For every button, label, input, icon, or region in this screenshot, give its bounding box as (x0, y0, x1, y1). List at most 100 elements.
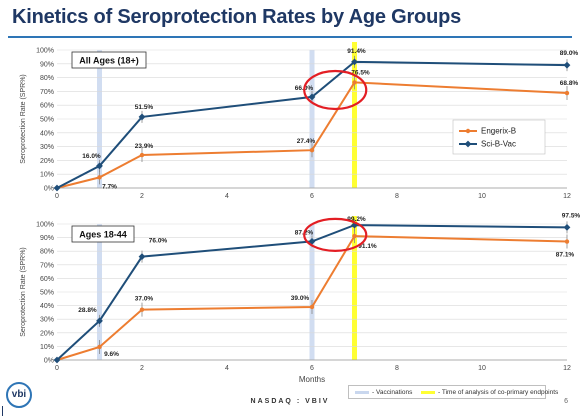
bottom-scibvac-line (56, 224, 568, 361)
top-panel-title-box (71, 51, 147, 69)
bottom-engerix-point-2 (139, 307, 145, 312)
bottom-ytick-label-5: 50% (40, 290, 54, 297)
top-ytick-label-5: 50% (40, 117, 54, 124)
bottom-xtick-label-6: 12 (563, 365, 571, 372)
top-scibvac-line (56, 60, 568, 189)
top-engerix-point-4 (352, 80, 357, 85)
bottom-panel-title-box (71, 225, 135, 243)
bottom-scibvac-data-label-2: 76.0% (149, 238, 168, 245)
bottom-endpoint-band (352, 216, 357, 360)
bottom-ytick-label-8: 80% (40, 249, 54, 256)
bottom-scibvac-data-label-5: 97.5% (562, 212, 580, 219)
vaccinations-label: - Vaccinations (372, 389, 413, 396)
bottom-xtick-label-4: 8 (395, 365, 399, 372)
top-engerix-data-label-3: 27.4% (297, 138, 316, 145)
bottom-legend: - Vaccinations - Time of analysis of co-… (348, 385, 558, 399)
top-scibvac-data-label-5: 89.0% (560, 50, 579, 57)
left-edge-mark (2, 406, 3, 416)
top-y-axis-label: Seroprotection Rate (SPR%) (20, 74, 27, 163)
bottom-engerix-point-5 (564, 239, 570, 244)
bottom-engerix-point-4 (352, 233, 357, 239)
bottom-xtick-label-5: 10 (478, 365, 486, 372)
bottom-engerix-line (56, 235, 568, 361)
bottom-engerix-data-label-5: 87.1% (556, 252, 575, 259)
footer-ticker: NASDAQ : VBIV (250, 398, 330, 405)
page-number: 6 (564, 398, 568, 405)
bottom-engerix-data-label-3: 39.0% (291, 295, 310, 302)
page-title: Kinetics of Seroprotection Rates by Age … (12, 6, 462, 28)
top-scibvac-point-0 (53, 184, 61, 192)
top-scibvac-data-label-1: 16.0% (82, 153, 101, 160)
bottom-engerix-data-label-4: 91.1% (358, 243, 377, 250)
top-panel-title: All Ages (18+) (79, 56, 138, 66)
title-underline (8, 36, 572, 38)
top-ytick-label-4: 40% (40, 130, 54, 137)
bottom-scibvac-point-0 (53, 356, 61, 364)
bottom-ytick-label-10: 100% (36, 222, 54, 229)
top-endpoint-band (352, 42, 357, 188)
top-legend-box (452, 119, 546, 155)
legend-engerix-marker (465, 128, 471, 134)
top-engerix-point-2 (139, 152, 145, 158)
top-engerix-data-label-4: 76.5% (351, 69, 370, 76)
bottom-ytick-label-7: 70% (40, 262, 54, 269)
bottom-panel-title: Ages 18-44 (79, 230, 127, 240)
top-xtick-label-6: 12 (563, 193, 571, 200)
bottom-engerix-data-label-2: 37.0% (135, 296, 154, 303)
bottom-ytick-label-9: 90% (40, 235, 54, 242)
bottom-xtick-label-2: 4 (225, 365, 229, 372)
bottom-ytick-label-6: 60% (40, 276, 54, 283)
top-ytick-label-7: 70% (40, 89, 54, 96)
top-highlight-ellipse (303, 69, 368, 111)
bottom-ytick-label-4: 40% (40, 303, 54, 310)
top-scibvac-point-5 (563, 61, 571, 69)
legend-scibvac-marker (464, 140, 472, 148)
bottom-scibvac-point-1 (96, 317, 103, 325)
bottom-xtick-label-1: 2 (140, 365, 144, 372)
top-ytick-label-1: 10% (40, 172, 54, 179)
top-xtick-label-4: 8 (395, 193, 399, 200)
bottom-engerix-point-1 (97, 344, 102, 350)
top-engerix-point-1 (97, 175, 102, 180)
top-scibvac-point-2 (138, 113, 146, 121)
top-xtick-label-0: 0 (55, 193, 59, 200)
top-ytick-label-0: 0% (44, 186, 54, 193)
vaccinations-swatch (355, 391, 369, 394)
bottom-scibvac-point-2 (138, 253, 146, 261)
bottom-ytick-label-1: 10% (40, 344, 54, 351)
top-ytick-label-10: 100% (36, 48, 54, 55)
top-xtick-label-2: 4 (225, 193, 229, 200)
top-xtick-label-5: 10 (478, 193, 486, 200)
top-engerix-line (56, 81, 568, 189)
bottom-engerix-point-3 (309, 304, 315, 310)
top-xtick-label-3: 6 (310, 193, 314, 200)
bottom-highlight-ellipse (303, 217, 368, 252)
bottom-ytick-label-0: 0% (44, 358, 54, 365)
top-engerix-data-label-2: 23.9% (135, 143, 154, 150)
bottom-ytick-label-2: 20% (40, 330, 54, 337)
top-ytick-label-9: 90% (40, 61, 54, 68)
top-engerix-data-label-1: 7.7% (102, 183, 117, 190)
bottom-ytick-label-3: 30% (40, 317, 54, 324)
bottom-scibvac-point-5 (563, 224, 571, 231)
legend-label-1: Sci-B-Vac (481, 140, 516, 149)
bottom-engerix-data-label-1: 9.6% (104, 351, 119, 358)
company-logo: vbi (6, 382, 32, 408)
top-ytick-label-3: 30% (40, 144, 54, 151)
bottom-scibvac-data-label-1: 28.8% (78, 307, 97, 314)
top-scibvac-data-label-2: 51.5% (135, 104, 154, 111)
top-ytick-label-8: 80% (40, 75, 54, 82)
top-scibvac-point-4 (351, 58, 358, 66)
top-ytick-label-2: 20% (40, 158, 54, 165)
top-ytick-label-6: 60% (40, 103, 54, 110)
top-engerix-data-label-5: 68.8% (560, 80, 579, 87)
bottom-y-axis-label: Seroprotection Rate (SPR%) (20, 247, 27, 336)
top-scibvac-point-1 (96, 162, 103, 170)
endpoint-label: - Time of analysis of co-primary endpoin… (438, 389, 559, 396)
bottom-xtick-label-0: 0 (55, 365, 59, 372)
top-engerix-point-5 (564, 90, 570, 96)
bottom-xtick-label-3: 6 (310, 365, 314, 372)
top-engerix-point-3 (309, 147, 315, 153)
bottom-scibvac-data-label-4: 99.2% (347, 216, 366, 223)
